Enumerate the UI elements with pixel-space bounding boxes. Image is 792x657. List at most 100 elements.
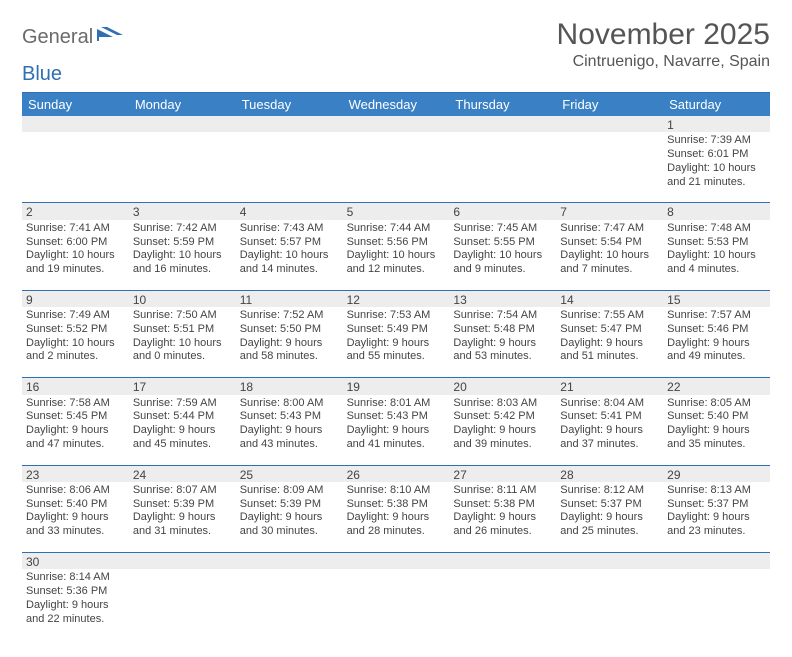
day-number [449, 116, 556, 132]
day2-text: and 7 minutes. [560, 263, 659, 277]
sunrise-text: Sunrise: 8:05 AM [667, 397, 766, 411]
logo-flag-icon [97, 27, 123, 43]
sunrise-text: Sunrise: 7:57 AM [667, 309, 766, 323]
day-number-row: 9101112131415 [22, 291, 770, 307]
day-number [236, 116, 343, 132]
day-cell [556, 569, 663, 639]
day-cell: Sunrise: 8:14 AMSunset: 5:36 PMDaylight:… [22, 569, 129, 639]
day-number: 16 [22, 378, 129, 394]
day2-text: and 25 minutes. [560, 525, 659, 539]
day2-text: and 33 minutes. [26, 525, 125, 539]
day-number: 17 [129, 378, 236, 394]
day-number-row: 30 [22, 553, 770, 569]
week-row: Sunrise: 7:39 AMSunset: 6:01 PMDaylight:… [22, 132, 770, 203]
day-cell: Sunrise: 7:47 AMSunset: 5:54 PMDaylight:… [556, 220, 663, 290]
day1-text: Daylight: 10 hours [26, 337, 125, 351]
day2-text: and 43 minutes. [240, 438, 339, 452]
sunrise-text: Sunrise: 8:13 AM [667, 484, 766, 498]
month-title: November 2025 [557, 18, 770, 51]
day1-text: Daylight: 9 hours [453, 424, 552, 438]
sunset-text: Sunset: 5:48 PM [453, 323, 552, 337]
sunrise-text: Sunrise: 7:49 AM [26, 309, 125, 323]
day1-text: Daylight: 9 hours [133, 424, 232, 438]
logo-text-a: General [22, 26, 93, 49]
day-header: Saturday [663, 93, 770, 116]
day-cell: Sunrise: 7:57 AMSunset: 5:46 PMDaylight:… [663, 307, 770, 377]
sunrise-text: Sunrise: 8:00 AM [240, 397, 339, 411]
day-cell [129, 132, 236, 202]
day-header: Friday [556, 93, 663, 116]
day1-text: Daylight: 9 hours [347, 511, 446, 525]
day-number: 1 [663, 116, 770, 132]
day-number: 5 [343, 203, 450, 219]
sunset-text: Sunset: 5:56 PM [347, 236, 446, 250]
day-number-row: 1 [22, 116, 770, 132]
day2-text: and 37 minutes. [560, 438, 659, 452]
day-cell [22, 132, 129, 202]
day-number [236, 553, 343, 569]
week-row: Sunrise: 8:06 AMSunset: 5:40 PMDaylight:… [22, 482, 770, 553]
sunrise-text: Sunrise: 7:54 AM [453, 309, 552, 323]
sunrise-text: Sunrise: 7:42 AM [133, 222, 232, 236]
sunrise-text: Sunrise: 7:45 AM [453, 222, 552, 236]
logo: General [22, 18, 123, 49]
day-header: Thursday [449, 93, 556, 116]
sunrise-text: Sunrise: 7:53 AM [347, 309, 446, 323]
sunset-text: Sunset: 5:38 PM [347, 498, 446, 512]
day-number [343, 116, 450, 132]
day2-text: and 31 minutes. [133, 525, 232, 539]
day-number [129, 116, 236, 132]
day-cell: Sunrise: 7:54 AMSunset: 5:48 PMDaylight:… [449, 307, 556, 377]
day2-text: and 45 minutes. [133, 438, 232, 452]
day-cell: Sunrise: 8:00 AMSunset: 5:43 PMDaylight:… [236, 395, 343, 465]
day2-text: and 51 minutes. [560, 350, 659, 364]
day-number [556, 116, 663, 132]
day-number: 4 [236, 203, 343, 219]
day-header: Sunday [22, 93, 129, 116]
day2-text: and 23 minutes. [667, 525, 766, 539]
day-number-row: 16171819202122 [22, 378, 770, 394]
sunset-text: Sunset: 5:37 PM [560, 498, 659, 512]
sunset-text: Sunset: 6:00 PM [26, 236, 125, 250]
sunset-text: Sunset: 5:42 PM [453, 410, 552, 424]
day1-text: Daylight: 9 hours [560, 337, 659, 351]
day1-text: Daylight: 10 hours [560, 249, 659, 263]
sunrise-text: Sunrise: 7:48 AM [667, 222, 766, 236]
sunset-text: Sunset: 5:36 PM [26, 585, 125, 599]
week-row: Sunrise: 7:58 AMSunset: 5:45 PMDaylight:… [22, 395, 770, 466]
day1-text: Daylight: 9 hours [667, 424, 766, 438]
day1-text: Daylight: 9 hours [453, 511, 552, 525]
day-cell [343, 569, 450, 639]
day-number: 9 [22, 291, 129, 307]
day1-text: Daylight: 9 hours [560, 511, 659, 525]
day1-text: Daylight: 9 hours [453, 337, 552, 351]
week-row: Sunrise: 7:49 AMSunset: 5:52 PMDaylight:… [22, 307, 770, 378]
day-number: 15 [663, 291, 770, 307]
day1-text: Daylight: 9 hours [347, 337, 446, 351]
day-cell: Sunrise: 8:10 AMSunset: 5:38 PMDaylight:… [343, 482, 450, 552]
day1-text: Daylight: 9 hours [240, 337, 339, 351]
sunrise-text: Sunrise: 8:04 AM [560, 397, 659, 411]
sunset-text: Sunset: 5:49 PM [347, 323, 446, 337]
day1-text: Daylight: 10 hours [133, 249, 232, 263]
day-cell [556, 132, 663, 202]
day-number [343, 553, 450, 569]
sunset-text: Sunset: 5:47 PM [560, 323, 659, 337]
day2-text: and 53 minutes. [453, 350, 552, 364]
sunrise-text: Sunrise: 8:12 AM [560, 484, 659, 498]
week-row: Sunrise: 7:41 AMSunset: 6:00 PMDaylight:… [22, 220, 770, 291]
day-number: 6 [449, 203, 556, 219]
day1-text: Daylight: 10 hours [26, 249, 125, 263]
day-cell: Sunrise: 7:44 AMSunset: 5:56 PMDaylight:… [343, 220, 450, 290]
day2-text: and 30 minutes. [240, 525, 339, 539]
day-number: 27 [449, 466, 556, 482]
sunset-text: Sunset: 5:40 PM [26, 498, 125, 512]
day-number [449, 553, 556, 569]
day-number: 2 [22, 203, 129, 219]
day-number [556, 553, 663, 569]
day-cell [343, 132, 450, 202]
day-number: 14 [556, 291, 663, 307]
day-number: 10 [129, 291, 236, 307]
day-number: 7 [556, 203, 663, 219]
logo-text-b: Blue [22, 63, 62, 86]
